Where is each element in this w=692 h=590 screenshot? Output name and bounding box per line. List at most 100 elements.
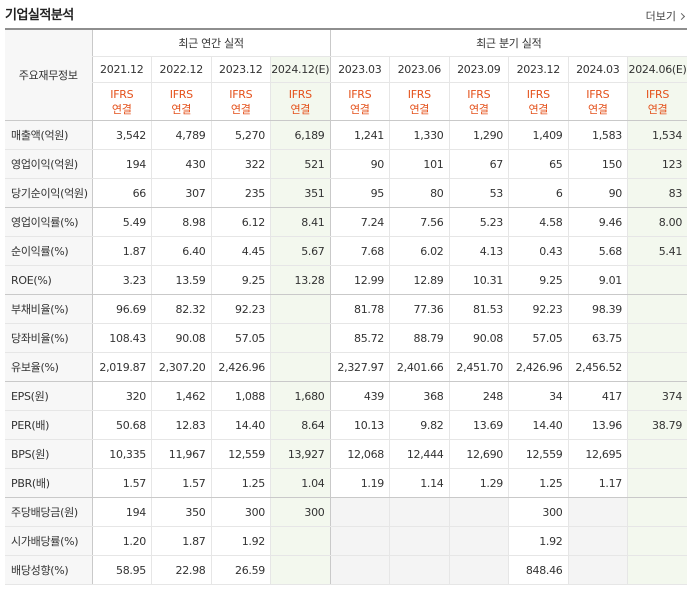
data-cell: 430 [151, 149, 211, 179]
data-cell: 1.14 [389, 468, 450, 498]
data-cell: 9.25 [210, 265, 271, 295]
empty-cell [329, 555, 390, 585]
data-row: 주당배당금(원) 194 350 300 300 300 [5, 497, 688, 527]
data-cell: 1,680 [270, 381, 331, 411]
data-cell: 1.25 [508, 468, 569, 498]
period-label: 2023.12 [210, 56, 271, 83]
empty-cell [270, 294, 331, 324]
data-row: PBR(배) 1.57 1.57 1.25 1.04 1.19 1.14 1.29 1.25 1.… [5, 468, 688, 498]
data-cell: 848.46 [508, 555, 569, 585]
data-cell: 14.40 [508, 410, 569, 440]
empty-cell [329, 526, 390, 556]
row-label: 당좌비율(%) [5, 323, 92, 353]
data-cell: 90 [329, 149, 390, 179]
group-row: 주요재무정보 최근 연간 실적 최근 분기 실적 [5, 28, 688, 121]
data-cell: 4.13 [448, 236, 509, 266]
data-cell: 1,583 [567, 120, 628, 150]
data-cell: 307 [151, 178, 211, 208]
data-cell: 300 [508, 497, 569, 527]
data-cell: 1.87 [151, 526, 211, 556]
data-row: 당기순이익(억원) 66 307 235 351 95 80 53 6 90 83 [5, 178, 688, 208]
standard-label: IFRS 연결 [151, 82, 211, 121]
data-cell: 150 [567, 149, 628, 179]
period-label: 2023.09 [448, 56, 509, 83]
empty-cell [329, 497, 390, 527]
row-label: 영업이익(억원) [5, 149, 92, 179]
data-cell: 374 [627, 381, 688, 411]
data-cell: 300 [270, 497, 331, 527]
empty-cell [270, 323, 331, 353]
period-label: 2024.06(E) [627, 56, 688, 83]
data-cell: 95 [329, 178, 390, 208]
data-cell: 439 [329, 381, 390, 411]
empty-cell [627, 265, 688, 295]
data-cell: 82.32 [151, 294, 211, 324]
data-cell: 8.41 [270, 207, 331, 237]
standard-label: IFRS 연결 [329, 82, 390, 121]
data-cell: 26.59 [210, 555, 271, 585]
data-cell: 96.69 [91, 294, 152, 324]
data-cell: 9.01 [567, 265, 628, 295]
data-cell: 2,019.87 [91, 352, 152, 382]
data-cell: 13.59 [151, 265, 211, 295]
data-cell: 2,307.20 [151, 352, 211, 382]
row-label: 배당성향(%) [5, 555, 92, 585]
data-cell: 1.17 [567, 468, 628, 498]
row-label: 시가배당률(%) [5, 526, 92, 556]
data-cell: 10.13 [329, 410, 390, 440]
empty-cell [448, 497, 509, 527]
data-cell: 81.78 [329, 294, 390, 324]
accounting-standard: IFRS [526, 87, 550, 101]
data-cell: 92.23 [508, 294, 569, 324]
data-cell: 1,534 [627, 120, 688, 150]
data-cell: 8.98 [151, 207, 211, 237]
data-cell: 12,068 [329, 439, 390, 469]
data-cell: 8.00 [627, 207, 688, 237]
empty-cell [270, 526, 331, 556]
data-cell: 85.72 [329, 323, 390, 353]
data-cell: 1.29 [448, 468, 509, 498]
data-cell: 58.95 [91, 555, 152, 585]
data-cell: 90.08 [448, 323, 509, 353]
empty-cell [270, 555, 331, 585]
data-cell: 7.24 [329, 207, 390, 237]
data-cell: 13.96 [567, 410, 628, 440]
data-cell: 4.58 [508, 207, 569, 237]
more-link[interactable]: 더보기 [646, 8, 684, 24]
data-cell: 108.43 [91, 323, 152, 353]
empty-cell [567, 497, 628, 527]
period-row: 2021.12 2022.12 2023.12 2024.12(E) 2023.03 20… [5, 56, 688, 83]
data-cell: 90.08 [151, 323, 211, 353]
data-row: ROE(%) 3.23 13.59 9.25 13.28 12.99 12.89 10.31 9… [5, 265, 688, 295]
empty-cell [627, 497, 688, 527]
data-row: 유보율(%) 2,019.87 2,307.20 2,426.96 2,327.97 2,… [5, 352, 688, 382]
data-cell: 1.57 [151, 468, 211, 498]
group-label: 최근 분기 실적 [329, 28, 688, 57]
data-cell: 92.23 [210, 294, 271, 324]
row-label: 유보율(%) [5, 352, 92, 382]
data-cell: 320 [91, 381, 152, 411]
data-cell: 1,462 [151, 381, 211, 411]
accounting-standard: IFRS [348, 87, 372, 101]
period-label: 2024.12(E) [270, 56, 331, 83]
row-label: PBR(배) [5, 468, 92, 498]
data-cell: 57.05 [210, 323, 271, 353]
data-cell: 1,088 [210, 381, 271, 411]
consolidation-basis: 연결 [349, 102, 370, 116]
row-label: 영업이익률(%) [5, 207, 92, 237]
data-cell: 38.79 [627, 410, 688, 440]
empty-cell [627, 323, 688, 353]
consolidation-basis: 연결 [290, 102, 311, 116]
data-cell: 9.25 [508, 265, 569, 295]
data-cell: 417 [567, 381, 628, 411]
empty-cell [448, 555, 509, 585]
data-cell: 12.83 [151, 410, 211, 440]
empty-cell [627, 294, 688, 324]
data-row: 영업이익률(%) 5.49 8.98 6.12 8.41 7.24 7.56 5.23 4.58… [5, 207, 688, 237]
data-row: 배당성향(%) 58.95 22.98 26.59 848.46 [5, 555, 688, 585]
accounting-standard: IFRS [586, 87, 610, 101]
data-cell: 13.28 [270, 265, 331, 295]
data-cell: 4.45 [210, 236, 271, 266]
data-cell: 13,927 [270, 439, 331, 469]
